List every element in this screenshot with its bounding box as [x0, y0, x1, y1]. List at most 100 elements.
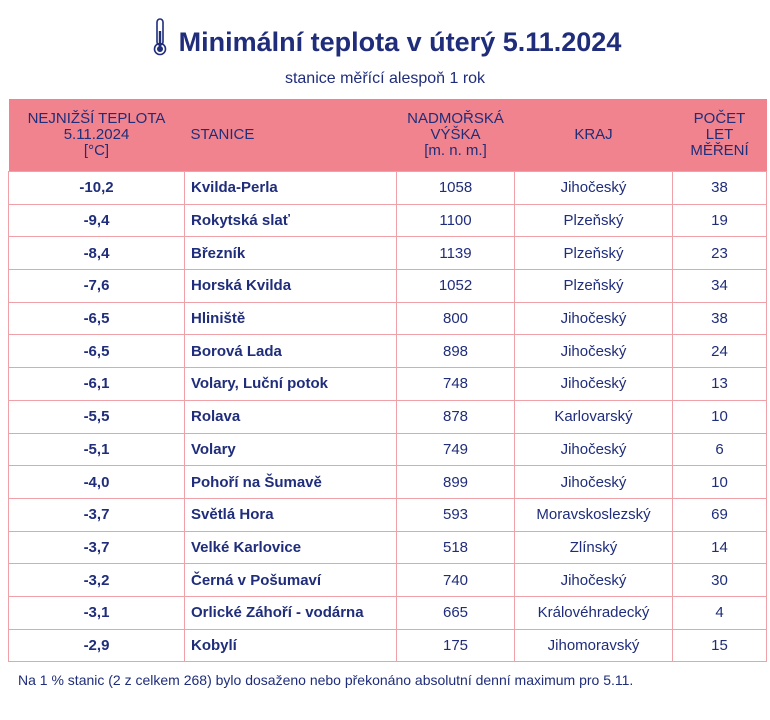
- table-row: -2,9 Kobylí 175 Jihomoravský 15: [8, 628, 767, 663]
- table-row: -8,4 Březník 1139 Plzeňský 23: [8, 236, 767, 270]
- cell-altitude: 1100: [396, 203, 515, 237]
- cell-years: 23: [672, 236, 767, 270]
- table-row: -9,4 Rokytská slať 1100 Plzeňský 19: [8, 203, 767, 237]
- cell-station: Kvilda-Perla: [184, 171, 397, 205]
- cell-station: Pohoří na Šumavě: [184, 465, 397, 499]
- table-row: -4,0 Pohoří na Šumavě 899 Jihočeský 10: [8, 465, 767, 499]
- cell-station: Černá v Pošumaví: [184, 563, 397, 597]
- title-row: Minimální teplota v úterý 5.11.2024: [0, 14, 770, 70]
- cell-temperature: -3,2: [8, 563, 185, 597]
- table-row: -10,2 Kvilda-Perla 1058 Jihočeský 38: [8, 171, 767, 205]
- cell-years: 15: [672, 628, 767, 663]
- table-row: -6,5 Hliniště 800 Jihočeský 38: [8, 301, 767, 335]
- cell-altitude: 899: [396, 465, 515, 499]
- cell-region: Jihočeský: [514, 432, 673, 466]
- cell-years: 19: [672, 203, 767, 237]
- cell-region: Karlovarský: [514, 399, 673, 433]
- cell-temperature: -6,5: [8, 301, 185, 335]
- header-altitude: NADMOŘSKÁ VÝŠKA [m. n. m.]: [396, 99, 515, 172]
- header-years-line3: MĚŘENÍ: [690, 142, 749, 159]
- page-title: Minimální teplota v úterý 5.11.2024: [178, 26, 622, 57]
- cell-years: 4: [672, 595, 767, 630]
- cell-altitude: 1139: [396, 236, 515, 270]
- header-years-line2: LET: [705, 126, 734, 143]
- header-years: POČET LET MĚŘENÍ: [672, 99, 767, 172]
- cell-station: Rokytská slať: [184, 203, 397, 237]
- cell-region: Jihočeský: [514, 301, 673, 335]
- cell-years: 69: [672, 497, 767, 532]
- table-row: -3,2 Černá v Pošumaví 740 Jihočeský 30: [8, 563, 767, 597]
- cell-station: Volary: [184, 432, 397, 466]
- cell-years: 34: [672, 269, 767, 303]
- cell-temperature: -6,5: [8, 334, 185, 368]
- table-row: -3,7 Světlá Hora 593 Moravskoslezský 69: [8, 497, 767, 532]
- table-body: -10,2 Kvilda-Perla 1058 Jihočeský 38 -9,4 Roky…: [8, 171, 767, 663]
- cell-region: Plzeňský: [514, 236, 673, 270]
- cell-years: 38: [672, 171, 767, 205]
- cell-temperature: -5,1: [8, 432, 185, 466]
- footnote: Na 1 % stanic (2 z celkem 268) bylo dosa…: [18, 672, 634, 688]
- thermometer-icon: [153, 18, 166, 56]
- cell-temperature: -4,0: [8, 465, 185, 499]
- cell-station: Hliniště: [184, 301, 397, 335]
- cell-altitude: 1052: [396, 269, 515, 303]
- table-row: -6,1 Volary, Luční potok 748 Jihočeský 13: [8, 367, 767, 401]
- cell-temperature: -5,5: [8, 399, 185, 433]
- cell-station: Kobylí: [184, 628, 397, 663]
- cell-region: Jihočeský: [514, 171, 673, 205]
- cell-station: Horská Kvilda: [184, 269, 397, 303]
- table-row: -3,1 Orlické Záhoří - vodárna 665 Královéhr…: [8, 595, 767, 630]
- header-station: STANICE: [184, 99, 397, 172]
- header-altitude-line3: [m. n. m.]: [424, 142, 487, 159]
- table-row: -5,5 Rolava 878 Karlovarský 10: [8, 399, 767, 433]
- cell-altitude: 518: [396, 530, 515, 564]
- cell-region: Jihočeský: [514, 465, 673, 499]
- cell-station: Velké Karlovice: [184, 530, 397, 564]
- cell-altitude: 1058: [396, 171, 515, 205]
- cell-years: 14: [672, 530, 767, 564]
- cell-years: 13: [672, 367, 767, 401]
- cell-station: Světlá Hora: [184, 497, 397, 532]
- header-years-line1: POČET: [693, 110, 746, 127]
- cell-temperature: -8,4: [8, 236, 185, 270]
- cell-station: Borová Lada: [184, 334, 397, 368]
- cell-years: 10: [672, 399, 767, 433]
- cell-temperature: -3,7: [8, 497, 185, 532]
- cell-station: Rolava: [184, 399, 397, 433]
- cell-region: Jihočeský: [514, 563, 673, 597]
- cell-altitude: 898: [396, 334, 515, 368]
- cell-region: Jihočeský: [514, 334, 673, 368]
- cell-years: 6: [672, 432, 767, 466]
- page-subtitle: stanice měřící alespoň 1 rok: [284, 70, 486, 87]
- cell-temperature: -7,6: [8, 269, 185, 303]
- header-temperature-line1: NEJNIŽŠÍ TEPLOTA: [27, 110, 166, 127]
- cell-years: 10: [672, 465, 767, 499]
- header-temperature-line2: 5.11.2024: [63, 126, 130, 143]
- header-altitude-line2: VÝŠKA: [430, 126, 481, 143]
- cell-altitude: 175: [396, 628, 515, 663]
- table-row: -5,1 Volary 749 Jihočeský 6: [8, 432, 767, 466]
- table-row: -6,5 Borová Lada 898 Jihočeský 24: [8, 334, 767, 368]
- header-region: KRAJ: [514, 99, 673, 172]
- cell-temperature: -10,2: [8, 171, 185, 205]
- cell-station: Březník: [184, 236, 397, 270]
- cell-station: Orlické Záhoří - vodárna: [184, 595, 397, 630]
- cell-station: Volary, Luční potok: [184, 367, 397, 401]
- cell-temperature: -3,1: [8, 595, 185, 630]
- cell-region: Jihomoravský: [514, 628, 673, 663]
- cell-region: Plzeňský: [514, 203, 673, 237]
- cell-altitude: 593: [396, 497, 515, 532]
- table-row: -3,7 Velké Karlovice 518 Zlínský 14: [8, 530, 767, 564]
- cell-temperature: -9,4: [8, 203, 185, 237]
- cell-region: Zlínský: [514, 530, 673, 564]
- cell-temperature: -3,7: [8, 530, 185, 564]
- table-row: -7,6 Horská Kvilda 1052 Plzeňský 34: [8, 269, 767, 303]
- cell-region: Jihočeský: [514, 367, 673, 401]
- table-header-row: NEJNIŽŠÍ TEPLOTA 5.11.2024 [°C] STANICE …: [8, 99, 767, 172]
- header-altitude-line1: NADMOŘSKÁ: [407, 110, 504, 127]
- cell-altitude: 748: [396, 367, 515, 401]
- cell-years: 24: [672, 334, 767, 368]
- cell-altitude: 749: [396, 432, 515, 466]
- cell-region: Plzeňský: [514, 269, 673, 303]
- cell-region: Moravskoslezský: [514, 497, 673, 532]
